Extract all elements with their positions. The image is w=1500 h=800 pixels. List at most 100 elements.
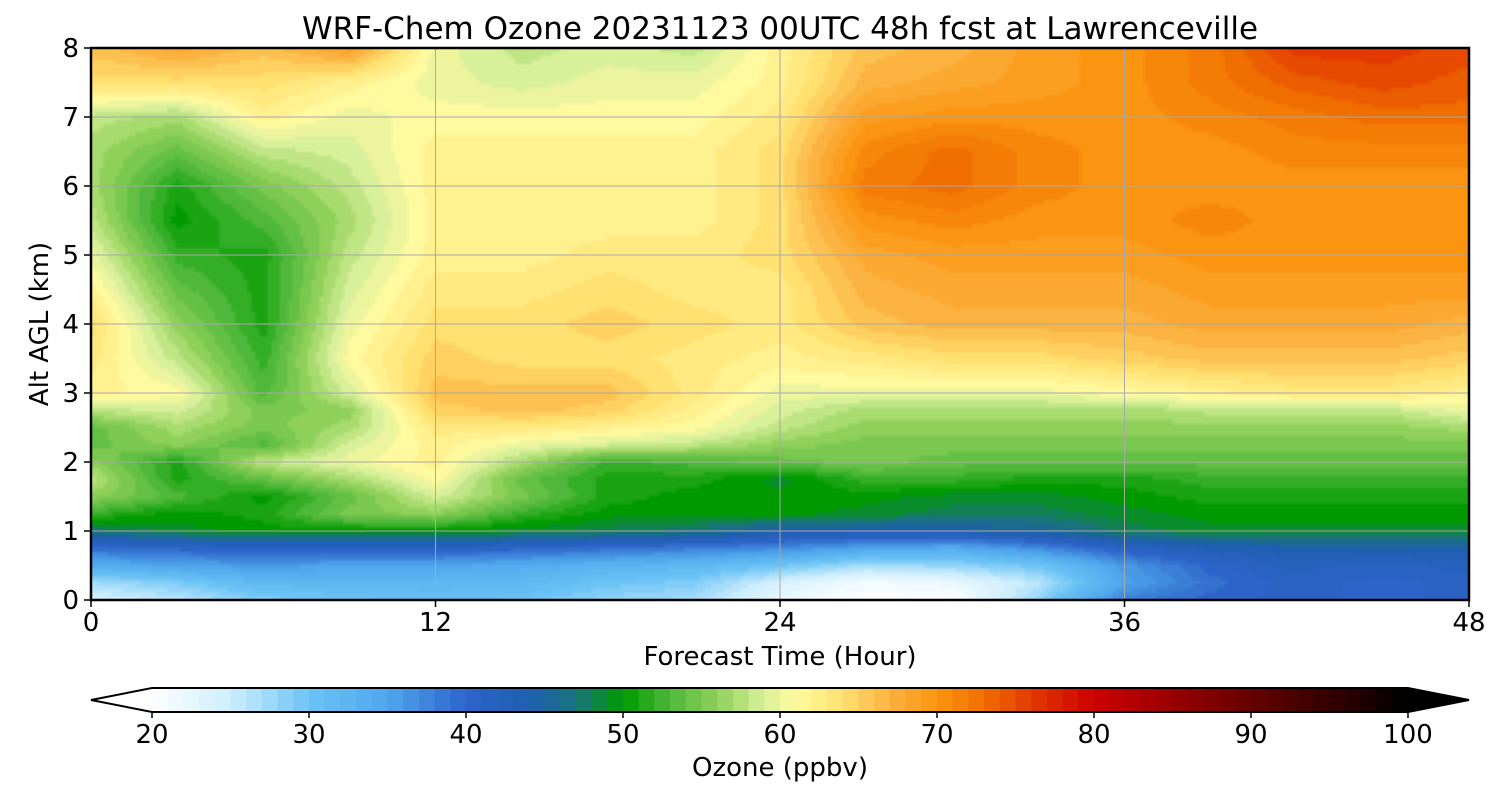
colorbar-segment bbox=[889, 688, 907, 712]
colorbar-segment bbox=[466, 688, 483, 712]
colorbar-segment bbox=[1298, 688, 1315, 712]
colorbar-segment bbox=[1062, 688, 1079, 712]
colorbar-segment bbox=[795, 688, 812, 712]
colorbar-segment bbox=[1031, 688, 1048, 712]
colorbar-segment bbox=[717, 688, 734, 712]
colorbar-segment bbox=[654, 688, 671, 712]
colorbar-tick-label: 40 bbox=[449, 720, 482, 750]
colorbar-segment bbox=[748, 688, 765, 712]
colorbar-tick-label: 90 bbox=[1234, 720, 1267, 750]
colorbar-segment bbox=[293, 688, 310, 712]
colorbar-tick-label: 70 bbox=[920, 720, 953, 750]
x-tick-label: 48 bbox=[1452, 608, 1485, 638]
y-tick-label: 4 bbox=[62, 310, 79, 340]
y-axis-ticks: 0 1 2 3 4 5 6 7 8 bbox=[62, 34, 91, 616]
colorbar-extend-max bbox=[1408, 688, 1469, 712]
colorbar-ticks: 20 30 40 50 60 70 80 90 100 bbox=[135, 712, 1433, 750]
colorbar-segment bbox=[152, 688, 169, 712]
colorbar-segment bbox=[607, 688, 624, 712]
colorbar-segment bbox=[1188, 688, 1205, 712]
colorbar-segment bbox=[1235, 688, 1252, 712]
colorbar-tick-label: 30 bbox=[292, 720, 325, 750]
colorbar-segment bbox=[638, 688, 655, 712]
colorbar-label: Ozone (ppbv) bbox=[692, 753, 868, 783]
colorbar-segment bbox=[340, 688, 357, 712]
colorbar-segment bbox=[246, 688, 263, 712]
colorbar-segment bbox=[685, 688, 703, 712]
colorbar-segment bbox=[309, 688, 326, 712]
colorbar-segment bbox=[1251, 688, 1268, 712]
colorbar-segment bbox=[811, 688, 828, 712]
x-tick-label: 24 bbox=[763, 608, 796, 638]
y-tick-label: 1 bbox=[62, 517, 79, 547]
colorbar-segment bbox=[481, 688, 498, 712]
colorbar-segment bbox=[1376, 688, 1393, 712]
colorbar-segment bbox=[921, 688, 938, 712]
colorbar-segment bbox=[497, 688, 514, 712]
colorbar-segment bbox=[701, 688, 718, 712]
colorbar-segment bbox=[1266, 688, 1283, 712]
colorbar-segment bbox=[1125, 688, 1142, 712]
colorbar-segment bbox=[528, 688, 546, 712]
colorbar-segment bbox=[1015, 688, 1032, 712]
y-tick-label: 3 bbox=[62, 379, 79, 409]
colorbar-segment bbox=[371, 688, 389, 712]
colorbar-segment bbox=[356, 688, 373, 712]
y-tick-label: 2 bbox=[62, 448, 79, 478]
colorbar-segment bbox=[591, 688, 608, 712]
colorbar-segment bbox=[780, 688, 797, 712]
colorbar-segment bbox=[842, 688, 860, 712]
colorbar-segment bbox=[199, 688, 216, 712]
colorbar-segment bbox=[999, 688, 1017, 712]
y-tick-label: 0 bbox=[62, 586, 79, 616]
x-tick-label: 36 bbox=[1108, 608, 1141, 638]
colorbar-segment bbox=[764, 688, 781, 712]
colorbar-segment bbox=[560, 688, 577, 712]
colorbar-segment bbox=[968, 688, 985, 712]
colorbar-segment bbox=[277, 688, 294, 712]
x-axis-label: Forecast Time (Hour) bbox=[643, 642, 916, 672]
colorbar bbox=[90, 687, 1470, 713]
colorbar-segment bbox=[1360, 688, 1378, 712]
colorbar-segment bbox=[905, 688, 922, 712]
colorbar-tick-label: 50 bbox=[606, 720, 639, 750]
colorbar-tick-label: 100 bbox=[1383, 720, 1433, 750]
colorbar-segment bbox=[937, 688, 954, 712]
colorbar-segment bbox=[418, 688, 436, 712]
colorbar-segment bbox=[261, 688, 279, 712]
colorbar-segment bbox=[214, 688, 232, 712]
colorbar-segment bbox=[874, 688, 891, 712]
colorbar-tick-label: 20 bbox=[135, 720, 168, 750]
colorbar-segment bbox=[183, 688, 200, 712]
colorbar-segment bbox=[513, 688, 530, 712]
colorbar-segment bbox=[1345, 688, 1362, 712]
colorbar-segment bbox=[952, 688, 969, 712]
chart-title: WRF-Chem Ozone 20231123 00UTC 48h fcst a… bbox=[302, 11, 1258, 47]
colorbar-tick-label: 80 bbox=[1077, 720, 1110, 750]
colorbar-segment bbox=[230, 688, 247, 712]
colorbar-tick-label: 60 bbox=[763, 720, 796, 750]
colorbar-segment bbox=[827, 688, 844, 712]
colorbar-extend-min bbox=[91, 688, 152, 712]
colorbar-segment bbox=[1313, 688, 1331, 712]
colorbar-segment bbox=[575, 688, 593, 712]
colorbar-segment bbox=[1046, 688, 1064, 712]
colorbar-segment bbox=[1109, 688, 1126, 712]
colorbar-segment bbox=[1094, 688, 1111, 712]
y-tick-label: 8 bbox=[62, 34, 79, 64]
colorbar-segment bbox=[623, 688, 640, 712]
colorbar-segment bbox=[1078, 688, 1095, 712]
x-tick-label: 12 bbox=[419, 608, 452, 638]
colorbar-segment bbox=[450, 688, 467, 712]
colorbar-segment bbox=[1219, 688, 1236, 712]
colorbar-segment bbox=[544, 688, 561, 712]
colorbar-segment bbox=[984, 688, 1001, 712]
colorbar-segment bbox=[1156, 688, 1174, 712]
colorbar-segment bbox=[434, 688, 451, 712]
colorbar-segment bbox=[732, 688, 750, 712]
y-tick-label: 6 bbox=[62, 172, 79, 202]
y-axis-label: Alt AGL (km) bbox=[25, 242, 55, 406]
colorbar-segment bbox=[1282, 688, 1299, 712]
colorbar-segment bbox=[1172, 688, 1189, 712]
